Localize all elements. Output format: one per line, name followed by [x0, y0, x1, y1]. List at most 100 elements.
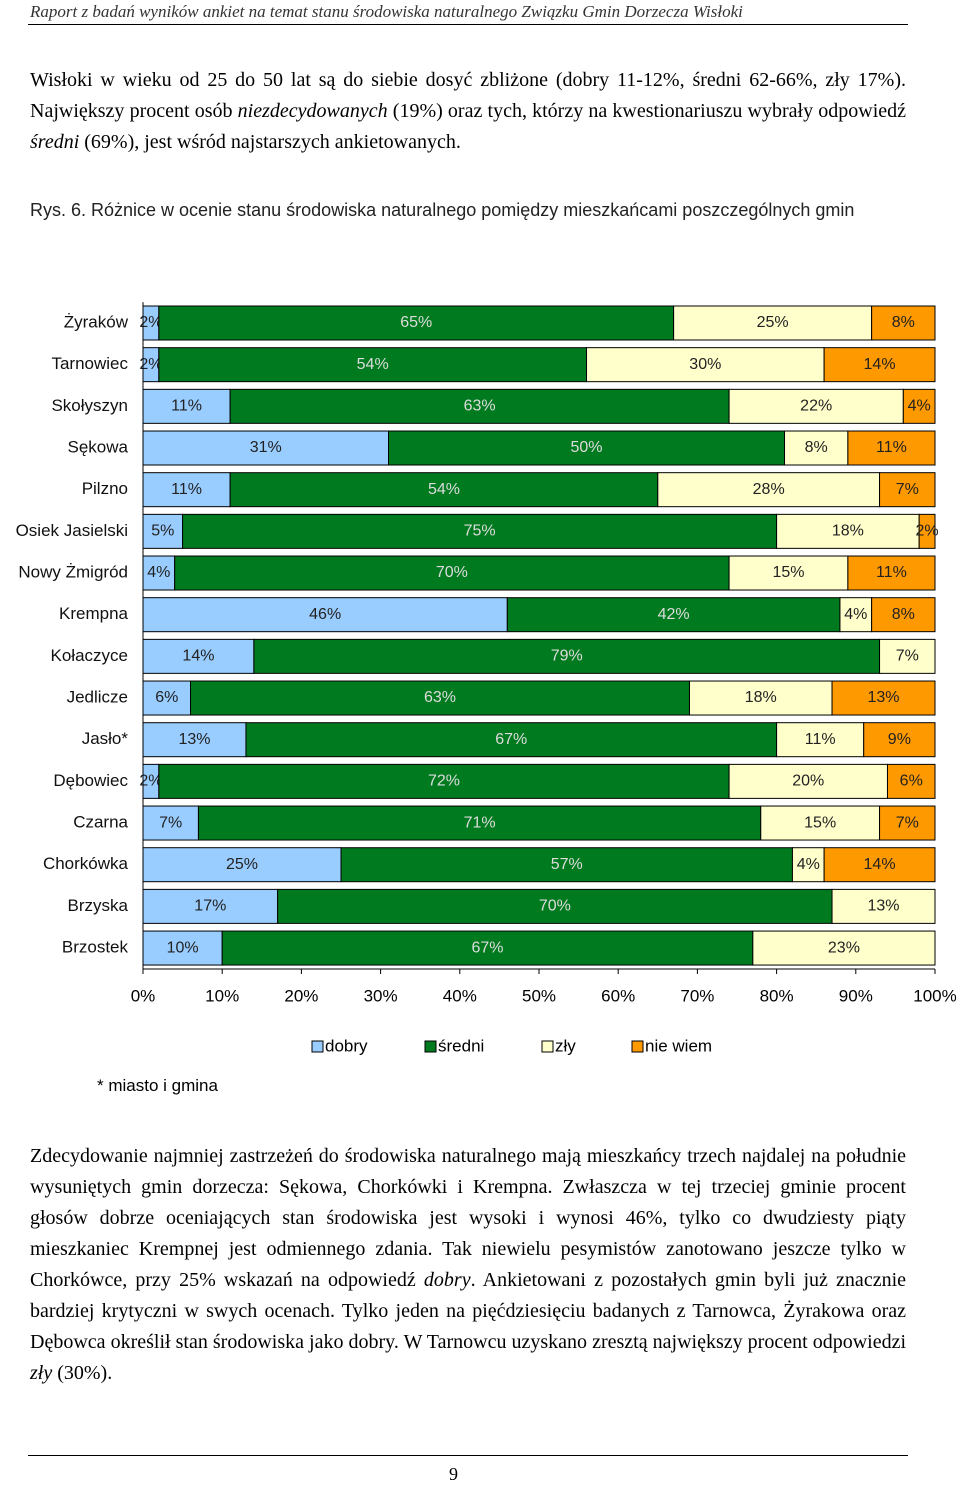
value-label: 13% [178, 731, 210, 748]
value-label: 2% [916, 523, 939, 540]
category-label: Pilzno [82, 479, 128, 498]
bar-segment [673, 305, 873, 341]
value-label: 4% [797, 856, 820, 873]
bar-segment [142, 513, 184, 549]
bar-segment [902, 388, 936, 424]
category-label: Nowy Żmigród [18, 563, 128, 582]
legend-label: dobry [325, 1036, 368, 1055]
category-label: Sękowa [68, 437, 129, 456]
bar-segment [142, 930, 223, 966]
value-label: 42% [658, 606, 690, 623]
value-label: 67% [495, 731, 527, 748]
bar-segment [879, 805, 936, 841]
text-run: Wisłoki w wieku od 25 do 50 lat są do si… [30, 69, 906, 122]
value-label: 75% [464, 523, 496, 540]
chart: Żyraków 2% 65% 25% 8% Tarnowiec 2% 54% 30% 14% Sko… [16, 302, 957, 1055]
bar-segment [182, 513, 778, 549]
value-label: 71% [464, 814, 496, 831]
value-label: 72% [428, 773, 460, 790]
legend-swatch [311, 1040, 324, 1053]
value-label: 9% [888, 731, 911, 748]
paragraph: Zdecydowanie najmniej zastrzeżeń do środ… [30, 1141, 906, 1389]
value-label: 54% [357, 356, 389, 373]
x-tick-label: 20% [284, 986, 318, 1005]
x-tick-label: 100% [913, 986, 956, 1005]
category-label: Brzostek [62, 938, 129, 957]
value-label: 8% [892, 314, 915, 331]
italic-text: dobry [423, 1269, 471, 1291]
bar-segment [142, 680, 192, 716]
text-run: Zdecydowanie najmniej zastrzeżeń do środ… [30, 1145, 906, 1291]
category-label: Tarnowiec [51, 354, 128, 373]
value-label: 14% [864, 856, 896, 873]
value-label: 79% [551, 648, 583, 665]
value-label: 15% [804, 814, 836, 831]
value-label: 2% [139, 773, 162, 790]
text-run: . Ankietowani z pozostałych gmin byli ju… [30, 1269, 907, 1353]
bar-segment [871, 597, 936, 633]
category-label: Kołaczyce [51, 646, 128, 665]
x-tick-label: 90% [839, 986, 873, 1005]
value-label: 14% [864, 356, 896, 373]
value-label: 4% [147, 564, 170, 581]
italic-text: średni [30, 131, 80, 153]
value-label: 11% [876, 564, 907, 581]
bar-segment [918, 513, 936, 549]
bar-segment [142, 805, 199, 841]
category-label: Skołyszyn [51, 396, 128, 415]
category-label: Dębowiec [53, 771, 128, 790]
value-label: 63% [424, 689, 456, 706]
bar-segment [776, 722, 865, 758]
legend-swatch [424, 1040, 437, 1053]
value-label: 7% [896, 814, 919, 831]
value-label: 15% [772, 564, 804, 581]
bar-segment [229, 472, 659, 508]
bar-segment [791, 847, 825, 883]
bar-segment [831, 888, 936, 924]
bar-segment [839, 597, 873, 633]
value-label: 8% [892, 606, 915, 623]
value-label: 11% [171, 481, 202, 498]
bar-segment [158, 347, 588, 383]
bar-segment [847, 430, 936, 466]
category-label: Czarna [73, 813, 128, 832]
category-label: Brzyska [68, 896, 129, 915]
bar-segment [142, 388, 231, 424]
bar-segment [728, 388, 904, 424]
legend-swatch [631, 1040, 644, 1053]
legend-label: zły [555, 1036, 576, 1055]
bar-segment [657, 472, 881, 508]
bar-segment [871, 305, 936, 341]
bar-segment [142, 555, 176, 591]
bar-segment [847, 555, 936, 591]
value-label: 6% [900, 773, 923, 790]
value-label: 5% [151, 523, 174, 540]
value-label: 20% [792, 773, 824, 790]
bar-segment [760, 805, 881, 841]
value-label: 13% [868, 689, 900, 706]
header-title: Raport z badań wyników ankiet na temat s… [30, 2, 743, 21]
page-number: 9 [449, 1464, 458, 1484]
bar-segment [879, 638, 936, 674]
bar-segment [506, 597, 841, 633]
x-tick-label: 50% [522, 986, 556, 1005]
legend-label: nie wiem [645, 1036, 712, 1055]
value-label: 25% [757, 314, 789, 331]
text-run: (19%) oraz tych, którzy na kwestionarius… [387, 100, 907, 122]
bar-segment [229, 388, 730, 424]
bar-segment [142, 430, 390, 466]
bar-segment [190, 680, 690, 716]
bar-segment [142, 722, 247, 758]
value-label: 6% [155, 689, 178, 706]
bar-segment [253, 638, 881, 674]
category-label: Jedlicze [67, 688, 128, 707]
italic-text: zły [30, 1362, 53, 1384]
value-label: 25% [226, 856, 258, 873]
value-label: 23% [828, 939, 860, 956]
bar-segment [688, 680, 833, 716]
paragraph: Wisłoki w wieku od 25 do 50 lat są do si… [30, 65, 906, 158]
value-label: 4% [844, 606, 867, 623]
value-label: 4% [908, 398, 931, 415]
value-label: 13% [868, 898, 900, 915]
value-label: 8% [805, 439, 828, 456]
